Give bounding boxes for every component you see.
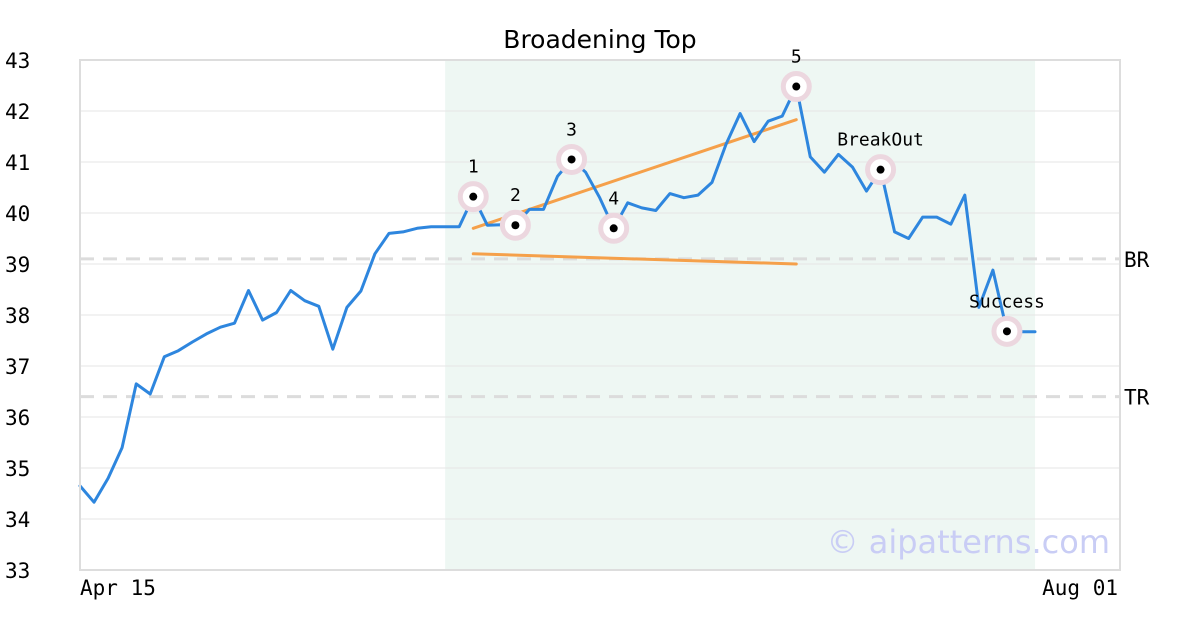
- pattern-point-dot: [609, 224, 618, 233]
- pattern-point-label: 3: [566, 119, 577, 140]
- y-tick-label: 37: [5, 355, 30, 379]
- pattern-point-label: 5: [791, 47, 802, 68]
- y-tick-label: 34: [5, 508, 30, 532]
- trendline: [471, 252, 798, 266]
- pattern-point-label: 4: [608, 188, 619, 209]
- y-tick-label: 36: [5, 406, 30, 430]
- y-tick-label: 40: [5, 202, 30, 226]
- y-tick-label: 42: [5, 100, 30, 124]
- pattern-point-dot: [1002, 327, 1011, 336]
- watermark: © aipatterns.com: [827, 523, 1110, 561]
- y-tick-label: 38: [5, 304, 30, 328]
- x-tick-label: Apr 15: [80, 576, 156, 600]
- reference-line-label: TR: [1124, 386, 1150, 410]
- y-tick-label: 35: [5, 457, 30, 481]
- y-tick-label: 41: [5, 151, 30, 175]
- x-tick-label: Aug 01: [1042, 576, 1118, 600]
- pattern-point-label: 1: [468, 157, 479, 178]
- plot-frame: [79, 59, 1121, 571]
- y-tick-label: 43: [5, 49, 30, 73]
- chart-title: Broadening Top: [503, 25, 696, 54]
- pattern-point-label: BreakOut: [837, 130, 924, 151]
- reference-line-label: BR: [1124, 248, 1150, 272]
- pattern-point-dot: [469, 192, 478, 201]
- y-tick-label: 39: [5, 253, 30, 277]
- pattern-point-dot: [876, 165, 885, 174]
- pattern-point-label: Success: [969, 291, 1045, 312]
- pattern-point-label: 2: [510, 185, 521, 206]
- y-tick-label: 33: [5, 559, 30, 583]
- pattern-point-dot: [792, 82, 801, 91]
- pattern-point-dot: [511, 221, 520, 230]
- pattern-point-dot: [567, 155, 576, 164]
